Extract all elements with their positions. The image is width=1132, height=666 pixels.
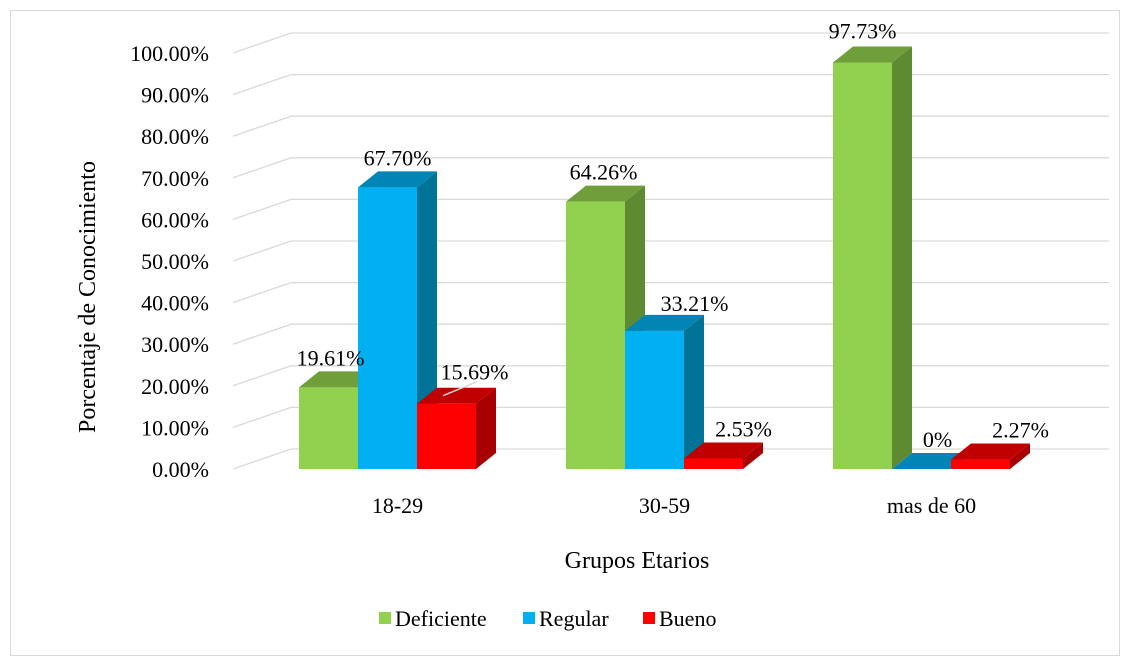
x-axis-title: Grupos Etarios — [565, 548, 710, 574]
bar-bueno-0 — [417, 387, 496, 469]
y-tick-label: 80.00% — [141, 124, 209, 149]
y-tick-label: 60.00% — [141, 207, 209, 232]
y-axis-title: Porcentaje de Conocimiento — [75, 161, 101, 433]
bar-top — [951, 443, 1030, 460]
legend-swatch — [643, 612, 655, 624]
gridline-depth — [232, 365, 292, 387]
bar-side — [684, 314, 704, 469]
chart-frame: 0.00% 10.00% 20.00% 30.00% 40.00% 50.00% 60.00… — [10, 10, 1120, 656]
gridline-depth — [232, 73, 292, 96]
bar-front — [566, 201, 625, 469]
gridline-depth — [232, 157, 292, 179]
gridline-depth — [232, 115, 292, 137]
data-label: 97.73% — [829, 18, 897, 43]
bar-top — [566, 185, 645, 202]
data-label: 64.26% — [570, 160, 638, 185]
bar-front — [299, 387, 358, 469]
data-label: 67.70% — [364, 145, 432, 170]
bar-front — [833, 62, 892, 469]
data-label: 2.27% — [992, 418, 1049, 443]
leader-line — [442, 381, 478, 397]
bar-front — [625, 330, 684, 469]
legend-item-regular: Regular — [523, 606, 609, 631]
y-tick-label: 70.00% — [141, 166, 209, 191]
y-tick-label: 30.00% — [141, 332, 209, 357]
gridline-depth — [232, 240, 292, 262]
gridline-depth — [232, 323, 292, 345]
bar-regular-0 — [358, 171, 437, 470]
bar-side — [1010, 443, 1030, 469]
bar-bueno-2 — [951, 443, 1030, 469]
x-axis-ticks: 18-29 30-59 mas de 60 — [372, 493, 976, 518]
data-label: 2.53% — [715, 416, 772, 441]
bar-front — [417, 403, 476, 469]
gridline-depth — [232, 32, 292, 54]
gridline-depth — [232, 198, 292, 221]
legend-swatch — [523, 612, 535, 624]
bar-deficiente-2 — [833, 46, 912, 469]
y-tick-label: 20.00% — [141, 374, 209, 399]
bar-regular-1 — [625, 314, 704, 469]
legend-label: Bueno — [659, 606, 716, 631]
bar-bueno-1 — [684, 442, 763, 469]
y-tick-label: 90.00% — [141, 83, 209, 108]
gridline-depth — [232, 281, 292, 304]
chart-svg: 0.00% 10.00% 20.00% 30.00% 40.00% 50.00% 60.00… — [75, 18, 1109, 631]
data-label: 33.21% — [661, 291, 729, 316]
y-tick-label: 10.00% — [141, 415, 209, 440]
data-labels: 19.61% 67.70% 15.69% 64.26% 33.21% 2.53% 97.73… — [297, 18, 1049, 452]
gridline-depth — [232, 406, 292, 429]
bar-front — [358, 187, 417, 470]
legend-item-bueno: Bueno — [643, 606, 716, 631]
legend-label: Deficiente — [395, 606, 487, 631]
y-tick-label: 0.00% — [152, 457, 209, 482]
data-label: 0% — [923, 427, 952, 452]
bar-top — [417, 387, 496, 404]
y-tick-label: 40.00% — [141, 291, 209, 316]
bar-top — [833, 46, 912, 63]
legend: Deficiente Regular Bueno — [379, 606, 716, 631]
x-tick-label: 18-29 — [372, 493, 423, 518]
gridline-depth — [232, 448, 292, 470]
x-tick-label: mas de 60 — [887, 493, 976, 518]
x-tick-label: 30-59 — [639, 493, 690, 518]
data-label: 19.61% — [297, 345, 365, 370]
bar-side — [743, 442, 763, 469]
legend-label: Regular — [539, 606, 609, 631]
bar-top — [358, 171, 437, 188]
bar-side — [476, 387, 496, 469]
bars — [299, 46, 1030, 470]
data-label: 15.69% — [441, 360, 509, 385]
y-tick-label: 50.00% — [141, 249, 209, 274]
y-tick-label: 100.00% — [130, 41, 209, 66]
y-axis-ticks: 0.00% 10.00% 20.00% 30.00% 40.00% 50.00% 60.00… — [130, 41, 209, 482]
legend-swatch — [379, 612, 391, 624]
bar-front — [684, 458, 743, 469]
legend-item-deficiente: Deficiente — [379, 606, 487, 631]
bar-side — [892, 46, 912, 469]
bar-top — [684, 442, 763, 459]
bar-front — [951, 459, 1010, 469]
bar-top — [625, 314, 704, 331]
